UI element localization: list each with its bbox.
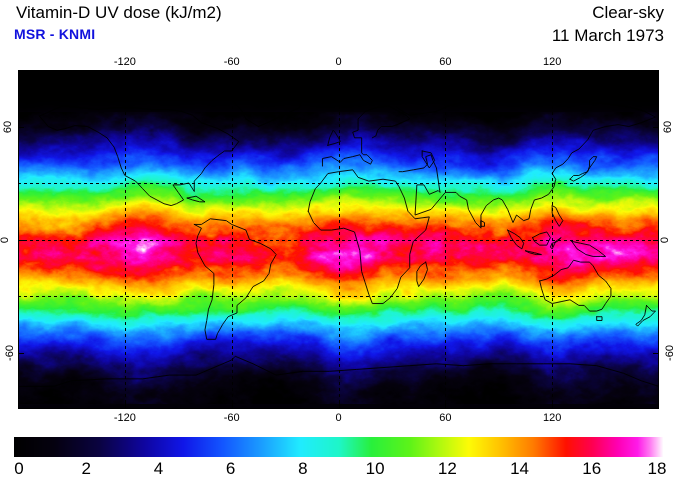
colorbar-tick-6: 6 [225,459,236,478]
lon-tick-label-bottom--120: -120 [113,412,136,424]
date-label: 11 March 1973 [551,26,664,45]
lat-tick-right [653,239,659,241]
page-title: Vitamin-D UV dose (kJ/m2) [16,3,222,22]
lon-tick-label-top--120: -120 [113,56,136,68]
lon-tick-label-top-120: 120 [542,56,562,68]
lon-tick-label-top-60: 60 [439,56,452,68]
sky-condition-label: Clear-sky [592,3,664,22]
colorbar-tick-10: 10 [365,459,385,478]
lon-tick-bottom [445,403,447,409]
lat-tick-label-right-60: 60 [662,120,675,133]
lon-tick-label-bottom-120: 120 [542,412,562,424]
colorbar-tick-14: 14 [510,459,530,478]
lat-tick-left [18,352,24,354]
data-source-label: MSR - KNMI [14,26,96,42]
lat-tick-label-right-0: 0 [659,236,672,243]
colorbar-tick-12: 12 [437,459,457,478]
map-plot-area [18,70,659,409]
lat-tick-left [18,126,24,128]
colorbar-tick-16: 16 [582,459,602,478]
lon-tick-label-bottom--60: -60 [223,412,240,424]
lat-tick-left [18,239,24,241]
lon-tick-bottom [338,403,340,409]
lon-tick-top [124,70,126,76]
colorbar-tick-18: 18 [647,459,667,478]
lat-tick-label-left-0: 0 [0,236,12,243]
lat-tick-label-left-60: 60 [2,120,15,133]
lat-tick-label-right--60: -60 [663,344,676,361]
lon-tick-label-bottom-60: 60 [439,412,452,424]
lon-tick-top [445,70,447,76]
lon-tick-label-bottom-0: 0 [335,412,342,424]
colorbar [14,437,664,457]
lon-tick-bottom [231,403,233,409]
lon-tick-top [231,70,233,76]
color-scale-bar [14,437,664,457]
colorbar-tick-8: 8 [298,459,308,478]
lon-tick-bottom [124,403,126,409]
colorbar-tick-0: 0 [14,459,24,478]
lon-tick-label-top--60: -60 [223,56,240,68]
colorbar-tick-4: 4 [153,459,164,478]
colorbar-tick-2: 2 [81,459,91,478]
lon-tick-label-top-0: 0 [335,56,342,68]
lon-tick-top [552,70,554,76]
world-map-heatmap [18,70,659,409]
lon-tick-bottom [552,403,554,409]
lat-tick-right [653,352,659,354]
lat-tick-right [653,126,659,128]
lon-tick-top [338,70,340,76]
lat-tick-label-left--60: -60 [3,344,16,361]
